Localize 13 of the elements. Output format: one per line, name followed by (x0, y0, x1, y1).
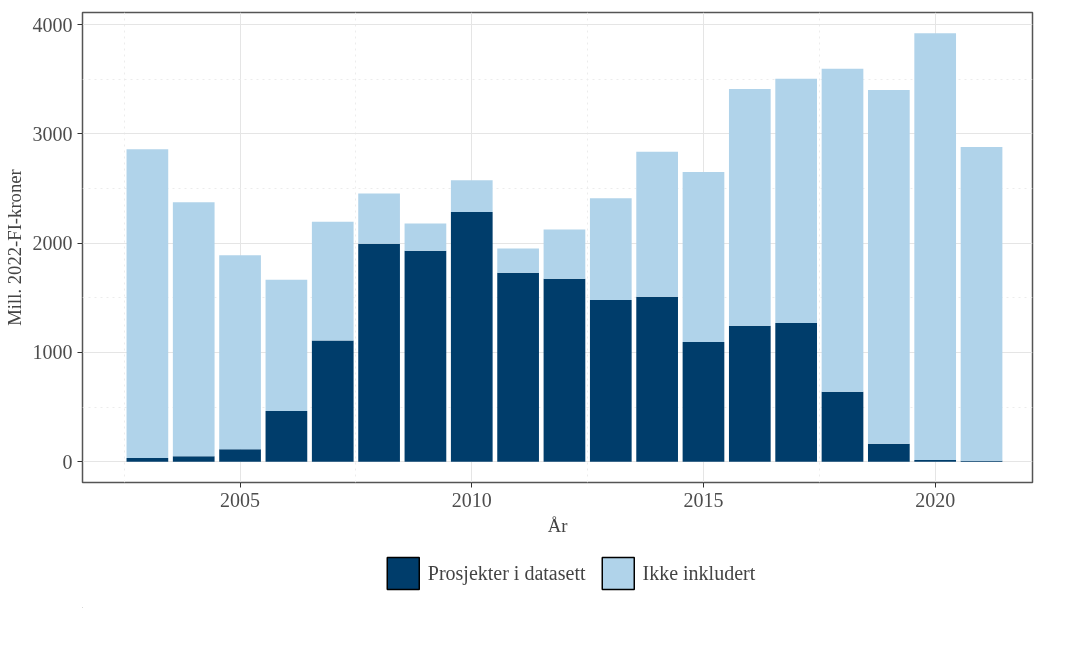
legend-label: Ikke inkludert (642, 561, 756, 585)
y-tick-label: 4000 (32, 13, 73, 36)
x-tick-label: 2015 (683, 488, 724, 511)
y-tick-label: 1000 (32, 341, 73, 364)
legend-label: Prosjekter i datasett (427, 561, 586, 585)
x-tick-label: 2020 (915, 488, 956, 511)
y-tick-label: 0 (62, 450, 73, 473)
x-axis-title: År (547, 514, 569, 536)
x-tick-label: 2005 (220, 488, 261, 511)
y-tick-label: 3000 (32, 122, 73, 145)
y-axis-title: Mill. 2022-FI-kroner (3, 168, 25, 326)
x-tick-label: 2010 (451, 488, 492, 511)
y-tick-label: 2000 (32, 232, 73, 255)
